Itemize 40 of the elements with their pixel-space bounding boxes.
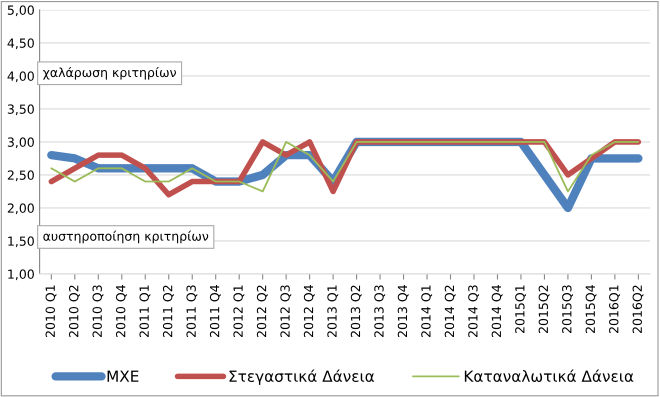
y-tick-label: 2,00 bbox=[8, 203, 34, 214]
x-tick-label: 2014 Q3 bbox=[468, 285, 480, 338]
legend-label: Καταναλωτικά Δάνεια bbox=[464, 370, 634, 382]
x-tick-label: 2012 Q4 bbox=[304, 285, 315, 338]
x-tick-label: 2011 Q3 bbox=[186, 285, 198, 338]
annotation: χαλάρωση κριτηρίων bbox=[43, 66, 176, 80]
x-tick-label: 2015Q4 bbox=[586, 285, 596, 334]
x-tick-label: 2010 Q1 bbox=[46, 286, 56, 338]
x-tick-label: 2014 Q4 bbox=[492, 285, 503, 338]
x-tick-label: 2010 Q2 bbox=[68, 286, 80, 338]
x-tick-label: 2016Q1 bbox=[609, 286, 620, 334]
x-tick-label: 2013 Q4 bbox=[398, 285, 409, 338]
x-tick-label: 2011 Q2 bbox=[162, 286, 174, 338]
x-tick-label: 2013 Q3 bbox=[374, 285, 386, 338]
y-tick-label: 3,50 bbox=[8, 104, 34, 116]
y-tick-label: 4,50 bbox=[8, 38, 34, 50]
x-tick-label: 2011 Q4 bbox=[210, 285, 221, 338]
x-tick-label: 2014 Q2 bbox=[444, 286, 456, 338]
x-tick-label: 2015Q1 bbox=[515, 286, 526, 334]
x-tick-label: 2013 Q1 bbox=[327, 286, 338, 338]
y-tick-label: 5,00 bbox=[8, 5, 34, 16]
y-tick-label: 1,00 bbox=[8, 269, 34, 280]
x-tick-label: 2015Q3 bbox=[562, 285, 573, 334]
x-tick-label: 2012 Q2 bbox=[256, 286, 268, 338]
annotation: αυστηροποίηση κριτηρίων bbox=[43, 230, 208, 244]
y-tick-label: 2,50 bbox=[8, 170, 34, 182]
x-tick-label: 2010 Q4 bbox=[116, 285, 127, 338]
x-tick-label: 2013 Q2 bbox=[350, 286, 362, 338]
y-tick-label: 1,50 bbox=[8, 236, 34, 248]
x-tick-label: 2012 Q3 bbox=[280, 285, 292, 338]
x-tick-label: 2012 Q1 bbox=[233, 286, 244, 338]
x-tick-label: 2011 Q1 bbox=[139, 286, 150, 338]
y-tick-label: 3,00 bbox=[8, 137, 34, 148]
y-tick-label: 4,00 bbox=[8, 71, 34, 82]
legend-label: Στεγαστικά Δάνεια bbox=[230, 370, 374, 385]
x-tick-label: 2010 Q3 bbox=[92, 285, 104, 338]
legend-label: ΜΧΕ bbox=[108, 370, 138, 382]
x-tick-label: 2014 Q1 bbox=[421, 286, 432, 338]
x-tick-label: 2016Q2 bbox=[632, 286, 644, 334]
x-tick-label: 2015Q2 bbox=[538, 286, 550, 334]
